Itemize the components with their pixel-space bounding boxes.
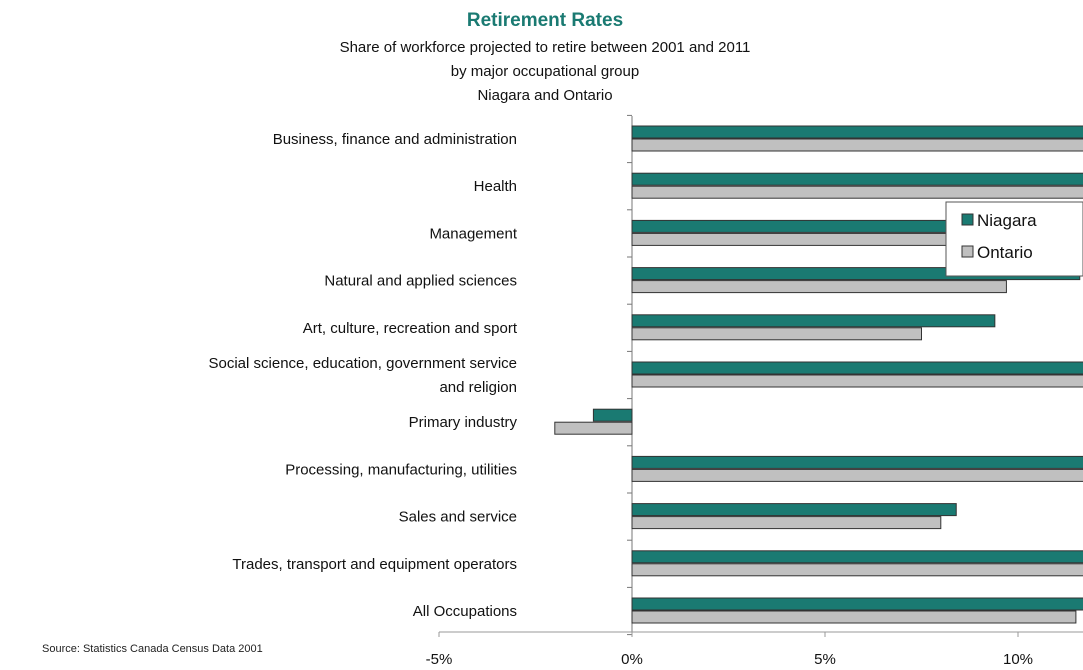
bar-niagara-5: [631, 361, 1083, 375]
x-tick-label: -5%: [426, 651, 453, 668]
bar-ontario-7: [631, 468, 1083, 482]
source-note: Source: Statistics Canada Census Data 20…: [42, 643, 263, 655]
plot-area: -5%0%5%10%15%20%Business, finance and ad…: [209, 114, 1083, 668]
bar-ontario-3: [631, 280, 1007, 294]
category-label: Business, finance and administration: [273, 131, 517, 148]
bar-ontario-9: [631, 563, 1083, 577]
category-label: Processing, manufacturing, utilities: [285, 461, 517, 478]
bar-ontario-4: [631, 327, 922, 341]
bar-niagara-1: [631, 172, 1083, 186]
x-tick-label: 5%: [814, 651, 836, 668]
bar-ontario-6: [554, 421, 633, 435]
bar-niagara-10: [631, 597, 1083, 611]
x-tick-label: 10%: [1003, 651, 1033, 668]
category-label: Natural and applied sciences: [324, 273, 517, 290]
legend: Niagara Ontario: [945, 201, 1083, 277]
legend-label-niagara: Niagara: [977, 211, 1037, 230]
category-label: Sales and service: [399, 509, 517, 526]
bar-niagara-9: [631, 550, 1083, 564]
bar-ontario-0: [631, 138, 1083, 152]
category-label: Trades, transport and equipment operator…: [232, 556, 517, 573]
bar-niagara-4: [631, 314, 996, 328]
category-label: Primary industry: [409, 414, 518, 431]
chart-subtitle-line-2: by major occupational group: [451, 63, 639, 80]
category-label-line: Social science, education, government se…: [209, 355, 518, 372]
bar-ontario-5: [631, 374, 1083, 388]
bar-niagara-7: [631, 455, 1083, 469]
bar-ontario-1: [631, 185, 1083, 199]
category-label: Health: [474, 178, 517, 195]
legend-swatch-niagara: [961, 213, 974, 226]
chart-subtitle-line-1: Share of workforce projected to retire b…: [340, 39, 751, 56]
category-label: Management: [429, 225, 517, 242]
legend-label-ontario: Ontario: [977, 243, 1033, 262]
category-label: All Occupations: [413, 603, 517, 620]
category-label: Art, culture, recreation and sport: [303, 320, 518, 337]
category-label-line: and religion: [439, 379, 517, 396]
chart-subtitle-line-3: Niagara and Ontario: [477, 87, 612, 104]
category-label: Social science, education, government se…: [209, 355, 518, 396]
legend-swatch-ontario: [961, 245, 974, 258]
bar-niagara-8: [631, 503, 957, 517]
bar-ontario-10: [631, 610, 1077, 624]
bar-ontario-8: [631, 516, 942, 530]
bar-niagara-0: [631, 125, 1083, 139]
x-tick-label: 0%: [621, 651, 643, 668]
chart-title: Retirement Rates: [467, 10, 623, 31]
bar-niagara-6: [592, 408, 633, 422]
